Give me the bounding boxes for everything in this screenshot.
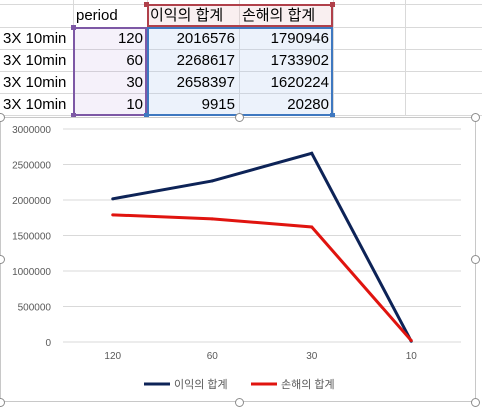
profit-cell[interactable]: 9915: [201, 96, 235, 113]
data-point: [310, 151, 314, 155]
y-tick-label: 1500000: [12, 232, 51, 243]
resize-handle[interactable]: [471, 113, 480, 122]
x-tick-label: 30: [306, 351, 318, 362]
profit-series-line: [112, 151, 413, 342]
resize-handle[interactable]: [0, 113, 5, 122]
data-point: [210, 179, 214, 183]
grid-line: [405, 0, 406, 116]
grid-line: [333, 0, 334, 116]
row-label-cell[interactable]: 3X 10min: [3, 74, 67, 91]
row-label-cell[interactable]: 3X 10min: [3, 52, 67, 69]
header-cell-loss[interactable]: 손해의 합계: [242, 7, 316, 24]
header-cell-profit[interactable]: 이익의 합계: [150, 7, 224, 24]
data-point: [409, 339, 413, 343]
range-handle[interactable]: [144, 2, 149, 7]
resize-handle[interactable]: [0, 255, 5, 264]
x-tick-label: 60: [207, 351, 219, 362]
range-handle[interactable]: [330, 113, 335, 118]
period-cell[interactable]: 60: [126, 52, 143, 69]
profit-cell[interactable]: 2658397: [176, 74, 235, 91]
data-point: [111, 213, 115, 217]
range-handle[interactable]: [330, 2, 335, 7]
series-name-range-highlight[interactable]: [147, 4, 333, 27]
row-label-cell[interactable]: 3X 10min: [3, 30, 67, 47]
chart-plot-area[interactable]: 0 500000 1000000 1500000 2000000 2500000 30000…: [1, 118, 475, 401]
data-point: [111, 197, 115, 201]
y-tick-label: 500000: [18, 303, 52, 314]
period-cell[interactable]: 120: [117, 30, 143, 47]
y-tick-label: 2000000: [12, 196, 51, 207]
y-tick-label: 1000000: [12, 267, 51, 278]
grid-line: [0, 93, 482, 94]
y-tick-label: 3000000: [12, 125, 51, 136]
data-point: [310, 225, 314, 229]
range-handle[interactable]: [71, 113, 76, 118]
line-chart[interactable]: 0 500000 1000000 1500000 2000000 2500000 30000…: [0, 117, 476, 402]
loss-cell[interactable]: 1620224: [270, 74, 329, 91]
range-handle[interactable]: [71, 25, 76, 30]
range-handle[interactable]: [144, 113, 149, 118]
legend-label: 이익의 합계: [174, 378, 228, 391]
resize-handle[interactable]: [235, 113, 244, 122]
loss-series-line: [112, 213, 413, 342]
grid-line: [239, 0, 240, 116]
y-tick-label: 2500000: [12, 161, 51, 172]
x-tick-label: 10: [406, 351, 418, 362]
x-tick-label: 120: [104, 351, 121, 362]
row-label-cell[interactable]: 3X 10min: [3, 96, 67, 113]
grid-line: [0, 71, 482, 72]
profit-cell[interactable]: 2016576: [176, 30, 235, 47]
profit-cell[interactable]: 2268617: [176, 52, 235, 69]
y-tick-label: 0: [45, 338, 51, 349]
data-point: [210, 217, 214, 221]
period-cell[interactable]: 30: [126, 74, 143, 91]
loss-cell[interactable]: 1790946: [270, 30, 329, 47]
grid-line: [0, 49, 482, 50]
loss-cell[interactable]: 20280: [287, 96, 329, 113]
period-cell[interactable]: 10: [126, 96, 143, 113]
header-cell-period[interactable]: period: [76, 7, 118, 24]
resize-handle[interactable]: [471, 255, 480, 264]
loss-cell[interactable]: 1733902: [270, 52, 329, 69]
spreadsheet-grid[interactable]: period 이익의 합계 손해의 합계 3X 10min 120 201657…: [0, 0, 482, 118]
period-range-highlight[interactable]: [73, 27, 147, 116]
values-range-highlight[interactable]: [147, 27, 333, 116]
legend-label: 손해의 합계: [281, 377, 335, 391]
